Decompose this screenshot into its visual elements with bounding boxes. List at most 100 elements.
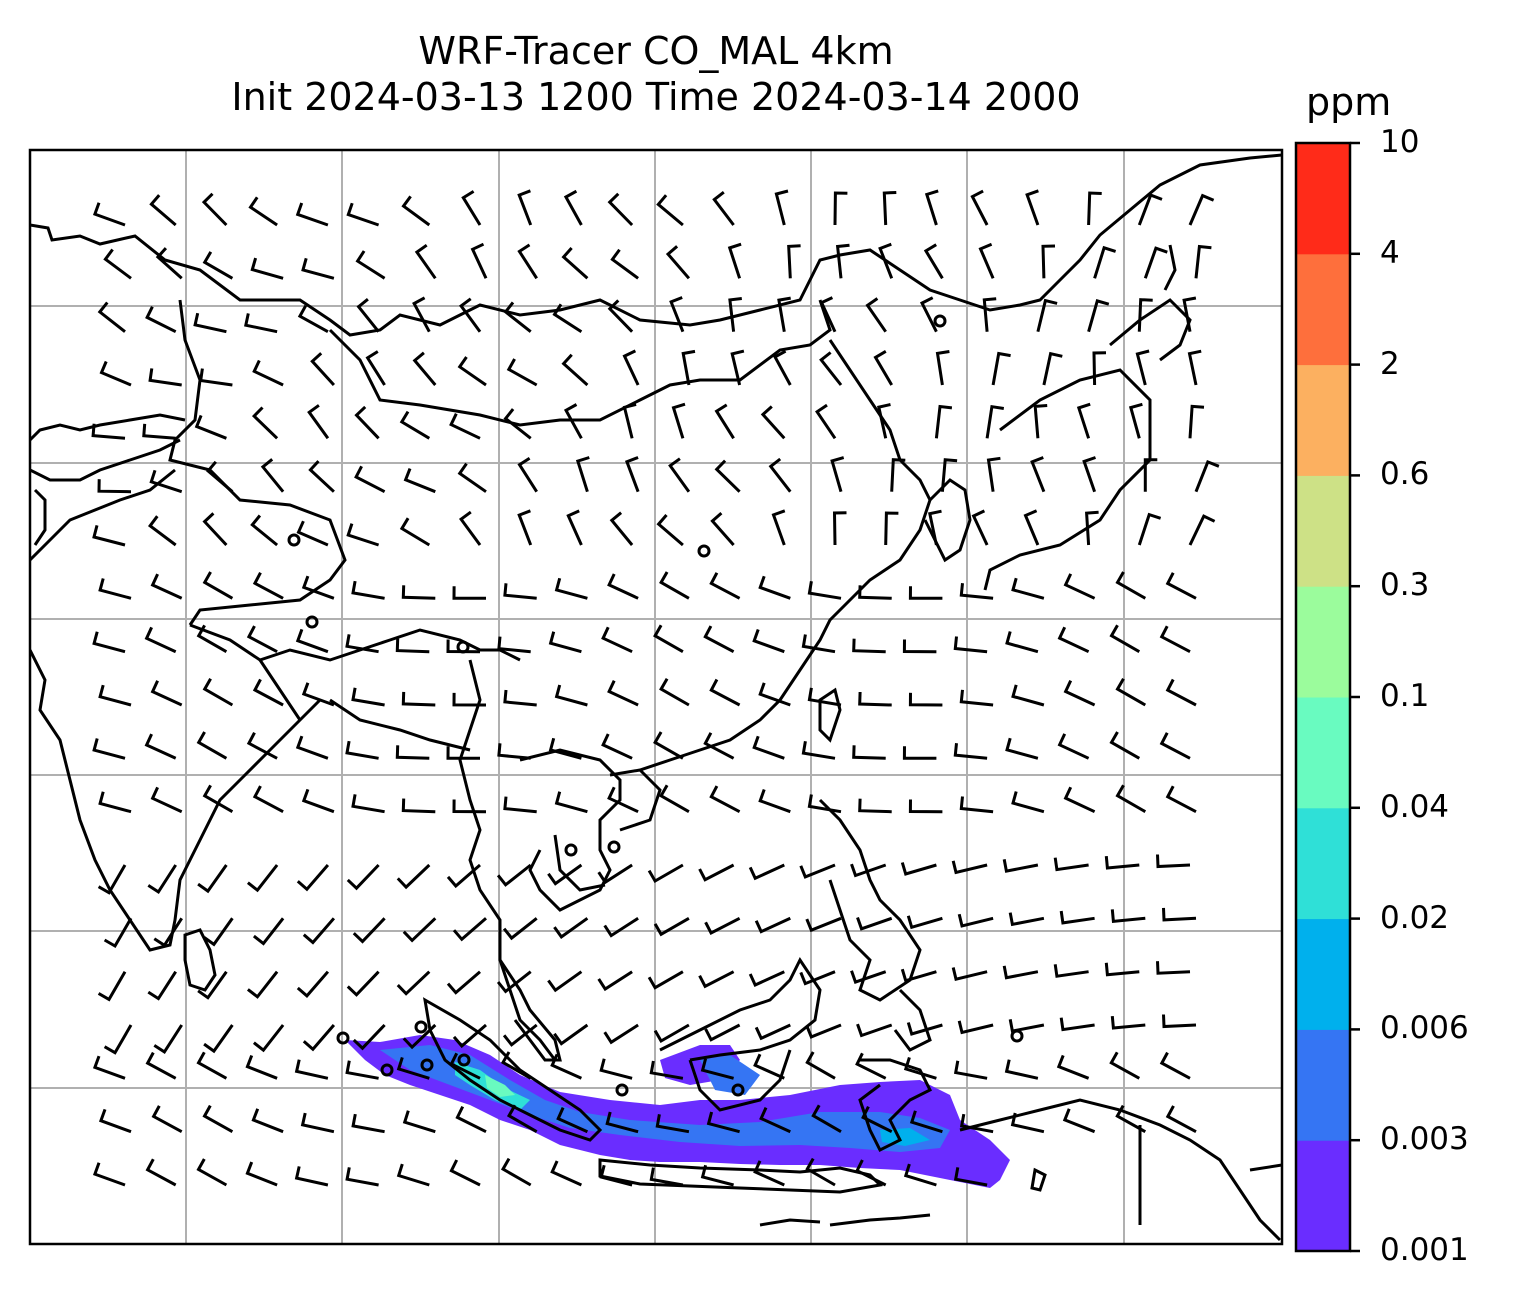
wind-barb [727,242,742,279]
colorbar-segment [1296,918,1350,1030]
wind-barb [500,1051,532,1080]
wind-barb [99,360,132,387]
wind-barb [396,1056,430,1080]
wind-barb [553,917,589,939]
wind-barb [547,970,583,993]
wind-barb [1023,509,1040,546]
wind-barb [753,1160,785,1187]
wind-barb [496,863,532,887]
wind-barb [92,738,126,760]
wind-barb [144,733,177,760]
wind-barb [861,1105,893,1134]
wind-barb [97,479,132,494]
wind-barb [252,1024,285,1053]
wind-barb [601,626,633,654]
wind-barb [622,349,640,386]
wind-barb [607,680,639,707]
wind-barb [202,251,234,280]
colorbar-tick-label: 2 [1380,345,1400,382]
wind-barb [1063,679,1096,707]
wind-barb [1115,1104,1147,1134]
wind-barb [97,864,127,895]
wind-barb [953,743,988,760]
wind-barb [622,402,637,439]
wind-barb [452,799,487,814]
wind-barb [655,1114,690,1134]
wind-barb [877,403,891,439]
wind-barb [345,634,379,654]
wind-barb [244,313,278,334]
wind-barb [985,404,1005,439]
wind-barb [599,1058,633,1080]
wind-barb [959,583,994,600]
wind-barb [196,1158,228,1187]
wind-barb [1182,296,1197,332]
wind-barb [308,460,335,493]
wind-barb [251,1108,284,1134]
coastlines [30,153,1282,1242]
wind-barb [452,692,487,707]
title-line-2: Init 2024-03-13 1200 Time 2024-03-14 200… [231,75,1081,119]
wind-barb [150,680,183,707]
wind-barb [957,1020,994,1035]
wind-barb [703,732,735,760]
wind-barb [951,860,988,875]
colorbar-tick-label: 0.6 [1380,456,1430,493]
wind-barb [774,189,789,226]
wind-barb [1092,351,1107,386]
wind-barb [830,456,845,493]
wind-barb [902,746,937,760]
wind-barb [506,1104,538,1133]
wind-barb [203,1024,234,1054]
wind-barb [754,916,791,934]
wind-barb [561,353,589,387]
wind-barb [153,917,183,948]
wind-barb [194,414,227,440]
wind-barb [196,624,228,654]
wind-barb [787,244,801,279]
wind-barb [396,970,431,996]
wind-barb [1002,859,1039,873]
wind-barb [1093,245,1117,279]
wind-barb [714,403,735,440]
wind-barb [351,1113,385,1134]
wind-barb [461,190,482,226]
wind-barb [452,586,487,600]
wind-barb [145,1051,177,1080]
wind-barb [449,1052,481,1080]
wind-barb [855,1052,887,1080]
wind-barb [98,1108,132,1134]
wind-barb [500,1157,532,1187]
wind-barb [668,457,691,493]
wind-barb [201,192,228,227]
wind-barb [1030,456,1046,493]
wind-barb [252,359,284,387]
wind-barb [148,515,177,547]
wind-barb [554,577,588,600]
wind-barb [395,638,430,654]
calm-wind-markers [287,314,1024,1097]
wind-barb [197,864,228,894]
wind-barb [1110,1015,1146,1030]
wind-barb [92,1055,126,1080]
wind-barb [959,796,994,814]
wind-barb [986,456,1001,492]
wind-barb [607,299,634,333]
wind-barb [149,469,183,494]
wind-barb [554,684,588,707]
wind-barb [401,195,431,227]
wind-barb [1005,631,1039,654]
wind-barb [605,1111,639,1134]
wind-barb [709,678,741,707]
wind-barb [659,677,690,707]
wind-barb [908,799,943,814]
wind-barb [758,788,791,814]
wind-barb [446,746,481,760]
wind-barb [414,243,437,280]
wind-barb [653,624,684,654]
wind-barb [300,1112,335,1134]
wind-barb [659,784,690,814]
wind-barb [296,970,330,999]
wind-barb [295,735,329,760]
